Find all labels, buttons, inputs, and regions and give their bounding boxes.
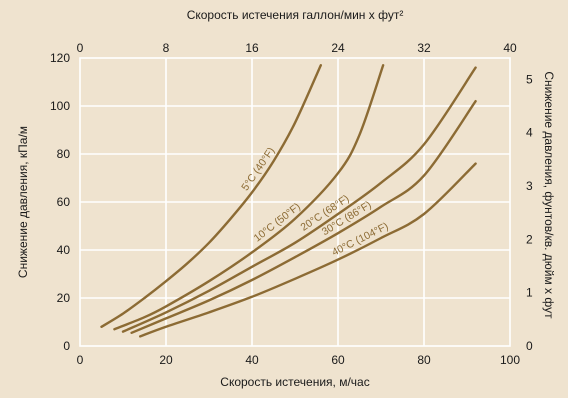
series-line-2 xyxy=(113,64,385,331)
x-axis-title: Скорость истечения, м/час xyxy=(220,375,369,389)
right-tick-label-4: 4 xyxy=(526,126,533,140)
top-tick-label-24: 24 xyxy=(331,41,345,55)
axis-titles: Скорость истечения, м/час Скорость истеч… xyxy=(16,8,556,389)
y-tick-label-100: 100 xyxy=(50,99,70,113)
top-tick-label-0: 0 xyxy=(77,41,84,55)
y-tick-label-120: 120 xyxy=(50,51,70,65)
series-line-1 xyxy=(100,64,322,328)
y-tick-label-40: 40 xyxy=(57,243,71,257)
series-line-4 xyxy=(130,100,477,334)
y-tick-label-20: 20 xyxy=(57,291,71,305)
top-axis-title: Скорость истечения галлон/мин x фут² xyxy=(187,8,404,22)
x-tick-label-100: 100 xyxy=(500,353,520,367)
grid xyxy=(79,57,511,347)
y-tick-label-60: 60 xyxy=(57,195,71,209)
right-tick-label-5: 5 xyxy=(526,72,533,86)
top-tick-label-32: 32 xyxy=(417,41,431,55)
right-tick-label-1: 1 xyxy=(526,286,533,300)
top-tick-label-16: 16 xyxy=(245,41,259,55)
top-tick-label-8: 8 xyxy=(163,41,170,55)
x-tick-label-60: 60 xyxy=(331,353,345,367)
plot-frame xyxy=(79,57,511,347)
x-tick-label-80: 80 xyxy=(417,353,431,367)
top-tick-label-40: 40 xyxy=(503,41,517,55)
x-tick-label-0: 0 xyxy=(77,353,84,367)
right-axis-title: Снижение давления, фунтов/кв. дюйм x фут xyxy=(542,71,556,319)
right-tick-label-2: 2 xyxy=(526,232,533,246)
series-line-3 xyxy=(121,66,477,333)
y-tick-label-0: 0 xyxy=(63,339,70,353)
right-tick-label-3: 3 xyxy=(526,179,533,193)
y-tick-label-80: 80 xyxy=(57,147,71,161)
y-axis-title: Снижение давления, кПа/м xyxy=(16,126,30,278)
series-group xyxy=(100,64,477,338)
right-tick-label-0: 0 xyxy=(526,339,533,353)
x-tick-label-20: 20 xyxy=(159,353,173,367)
series-line-5 xyxy=(139,162,477,338)
x-tick-label-40: 40 xyxy=(245,353,259,367)
